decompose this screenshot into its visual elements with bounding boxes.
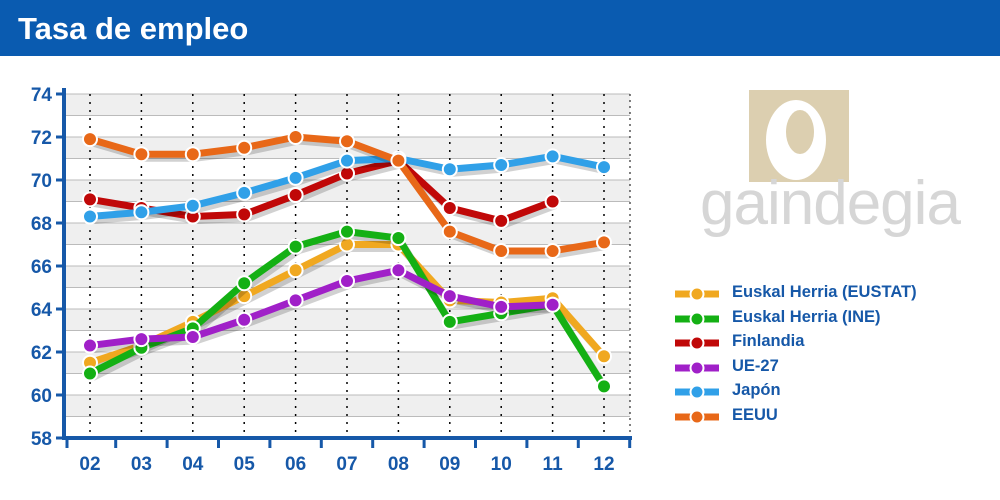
legend-label: Euskal Herria (INE) <box>732 307 881 326</box>
data-point <box>493 212 510 229</box>
data-point <box>236 139 253 156</box>
data-point <box>596 348 612 365</box>
data-point <box>493 242 510 259</box>
legend-swatch <box>675 286 719 302</box>
data-point <box>441 199 458 216</box>
legend-swatch <box>675 335 719 351</box>
legend-swatch <box>675 311 719 326</box>
data-point <box>287 169 304 186</box>
x-tick-label: 08 <box>388 454 409 475</box>
data-point <box>133 331 150 348</box>
data-point <box>236 311 253 328</box>
data-point <box>82 191 98 208</box>
data-point <box>596 159 612 176</box>
data-point <box>339 152 355 169</box>
data-point <box>287 292 304 309</box>
y-tick-label: 58 <box>31 429 52 450</box>
data-point <box>596 378 612 395</box>
legend-label: UE-27 <box>732 356 779 375</box>
logo-text: gaindegia <box>700 169 961 238</box>
data-point <box>82 131 98 148</box>
data-point <box>287 187 304 204</box>
y-tick-label: 74 <box>31 85 53 106</box>
data-point <box>184 146 201 163</box>
x-tick-label: 04 <box>182 454 204 475</box>
series-ue-27 <box>82 262 561 354</box>
y-tick-label: 68 <box>31 214 52 235</box>
data-point <box>390 262 407 279</box>
data-point <box>441 288 458 305</box>
data-point <box>390 230 407 247</box>
data-point <box>184 328 201 345</box>
legend-label: EEUU <box>732 405 778 424</box>
data-point <box>287 129 304 145</box>
legend-label: Japón <box>732 381 781 399</box>
data-point <box>390 152 407 169</box>
x-tick-label: 09 <box>439 454 460 475</box>
x-tick-label: 02 <box>79 454 100 475</box>
data-point <box>236 275 253 292</box>
data-point <box>339 273 355 290</box>
data-point <box>544 148 561 165</box>
data-point <box>236 184 253 201</box>
legend-swatch <box>675 409 719 424</box>
data-point <box>544 193 561 210</box>
data-point <box>493 298 510 315</box>
x-tick-label: 10 <box>491 454 512 475</box>
data-point <box>82 208 98 225</box>
legend-swatch <box>675 360 719 375</box>
series-line <box>89 266 553 350</box>
data-point <box>596 234 612 251</box>
x-tick-label: 12 <box>593 454 614 475</box>
data-point <box>287 238 304 255</box>
x-tick-label: 07 <box>336 454 357 475</box>
data-point <box>441 223 458 240</box>
data-point <box>544 242 561 259</box>
series-eeuu <box>82 129 612 259</box>
header-bar: Tasa de empleo <box>0 0 1000 56</box>
data-point <box>82 365 98 382</box>
x-tick-label: 11 <box>543 454 564 475</box>
grid-band <box>64 94 630 116</box>
data-point <box>339 133 355 150</box>
data-point <box>339 223 355 240</box>
x-tick-label: 03 <box>131 454 152 475</box>
data-point <box>287 262 304 279</box>
data-point <box>441 313 458 330</box>
data-point <box>441 161 458 178</box>
data-point <box>493 156 510 173</box>
grid-band <box>64 352 630 374</box>
y-tick-label: 62 <box>31 343 52 364</box>
data-point <box>133 204 150 221</box>
legend-swatch <box>675 384 719 400</box>
page-title: Tasa de empleo <box>18 11 249 46</box>
data-point <box>184 197 201 214</box>
data-point <box>236 206 253 223</box>
y-tick-label: 64 <box>31 300 53 321</box>
y-tick-label: 60 <box>31 386 52 407</box>
data-point <box>82 337 98 354</box>
data-point <box>133 146 150 163</box>
data-point <box>544 296 561 313</box>
legend-label: Finlandia <box>732 332 805 350</box>
legend-label: Euskal Herria (EUSTAT) <box>732 283 917 301</box>
x-tick-label: 06 <box>285 454 306 475</box>
grid-band <box>64 395 630 417</box>
y-tick-label: 66 <box>31 257 52 278</box>
y-tick-label: 72 <box>31 128 52 149</box>
x-tick-label: 05 <box>234 454 256 475</box>
y-tick-label: 70 <box>31 171 52 192</box>
